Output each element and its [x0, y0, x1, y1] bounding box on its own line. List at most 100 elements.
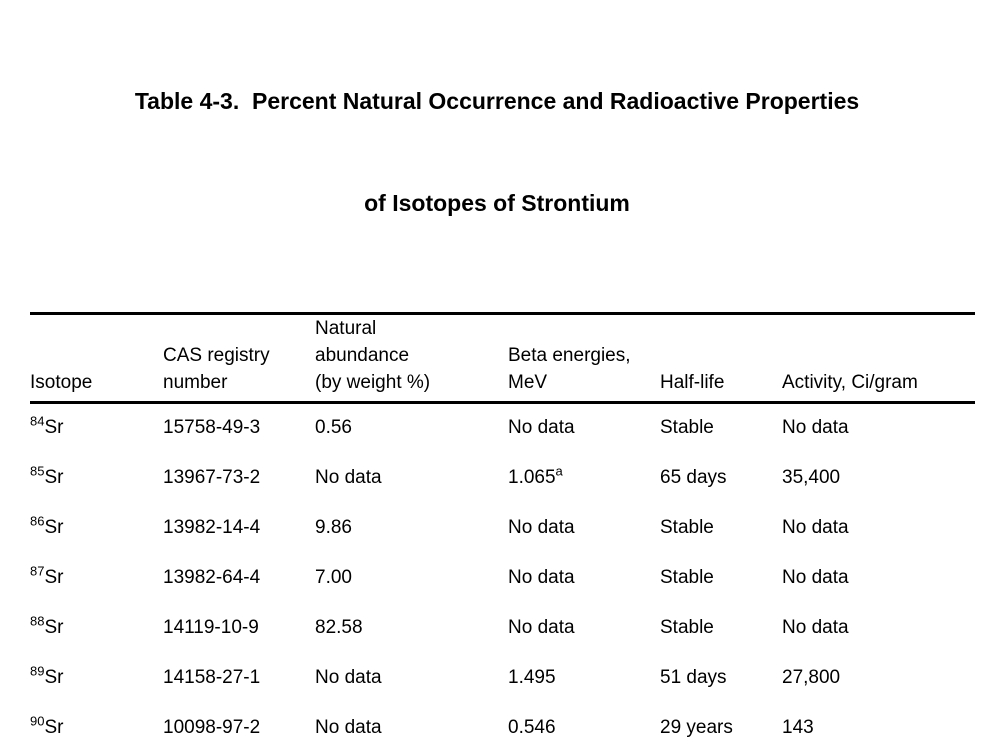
activity-cell: 27,800 — [782, 653, 975, 703]
activity-cell: No data — [782, 403, 975, 453]
isotope-symbol: Sr — [44, 716, 64, 738]
half-life-cell: Stable — [660, 417, 714, 439]
table-title: Table 4-3. Percent Natural Occurrence an… — [0, 0, 994, 288]
activity-value: 27,800 — [782, 666, 841, 688]
isotope-cell: 84Sr — [30, 403, 163, 453]
half-life-cell: Stable — [660, 566, 714, 588]
cas-number-cell: 14119-10-9 — [163, 616, 259, 638]
column-header-natural-abundance: Natural abundance (by weight %) — [315, 314, 508, 403]
beta-energy-value: 0.546 — [508, 716, 556, 738]
beta-energy-value: 1.495 — [508, 666, 556, 688]
isotope-symbol: Sr — [44, 466, 64, 488]
beta-energy-value: 1.065 — [508, 466, 556, 488]
activity-value: No data — [782, 616, 849, 638]
activity-cell: 35,400 — [782, 453, 975, 503]
isotope-cell: 87Sr — [30, 553, 163, 603]
abundance-cell: No data — [315, 716, 382, 738]
beta-energy-cell: No data — [508, 603, 660, 653]
header-line: abundance — [315, 345, 410, 366]
cas-number-cell: 13982-14-4 — [163, 516, 261, 538]
abundance-cell: No data — [315, 466, 382, 488]
isotope-cell: 90Sr — [30, 703, 163, 749]
table-title-line2: of Isotopes of Strontium — [364, 190, 630, 216]
isotope-mass-number: 84 — [30, 413, 45, 429]
cas-number-cell: 13982-64-4 — [163, 566, 261, 588]
activity-value: No data — [782, 516, 849, 538]
table-container: Isotope CAS registry number Natural abun… — [30, 312, 975, 749]
header-line: Half-life — [660, 372, 725, 393]
cas-number-cell: 15758-49-3 — [163, 417, 261, 439]
half-life-cell: 29 years — [660, 716, 733, 738]
header-line: Natural — [315, 318, 377, 339]
isotope-cell: 85Sr — [30, 453, 163, 503]
column-header-activity: Activity, Ci/gram — [782, 314, 975, 403]
abundance-cell: 7.00 — [315, 566, 352, 588]
header-line: MeV — [508, 372, 548, 393]
table-row-sr90: 90Sr 10098-97-2 No data 0.546 29 years 1… — [30, 703, 975, 749]
cas-number-cell: 10098-97-2 — [163, 716, 261, 738]
half-life-cell: 51 days — [660, 666, 727, 688]
isotope-cell: 89Sr — [30, 653, 163, 703]
beta-energy-cell: 0.546 — [508, 703, 660, 749]
half-life-cell: Stable — [660, 516, 714, 538]
activity-value: 35,400 — [782, 466, 841, 488]
table-row-sr86: 86Sr 13982-14-4 9.86 No data Stable No d… — [30, 503, 975, 553]
isotope-symbol: Sr — [44, 616, 64, 638]
activity-value: 143 — [782, 716, 814, 738]
header-line: CAS registry — [163, 345, 270, 366]
beta-energy-cell: No data — [508, 503, 660, 553]
beta-energy-value: No data — [508, 417, 575, 439]
table-header-row: Isotope CAS registry number Natural abun… — [30, 314, 975, 403]
beta-energy-cell: No data — [508, 403, 660, 453]
table-title-line1: Table 4-3. Percent Natural Occurrence an… — [134, 88, 860, 114]
abundance-cell: 0.56 — [315, 417, 352, 439]
header-line: number — [163, 372, 228, 393]
isotope-mass-number: 87 — [30, 563, 45, 579]
table-row-sr87: 87Sr 13982-64-4 7.00 No data Stable No d… — [30, 553, 975, 603]
isotope-cell: 86Sr — [30, 503, 163, 553]
header-line: Isotope — [30, 372, 93, 393]
isotope-properties-table: Isotope CAS registry number Natural abun… — [30, 312, 975, 749]
isotope-mass-number: 85 — [30, 463, 45, 479]
column-header-isotope: Isotope — [30, 314, 163, 403]
activity-cell: No data — [782, 603, 975, 653]
column-header-beta-energies: Beta energies, MeV — [508, 314, 660, 403]
isotope-cell: 88Sr — [30, 603, 163, 653]
beta-energy-value: No data — [508, 616, 575, 638]
header-line: Activity, Ci/gram — [782, 372, 918, 393]
column-header-cas-registry-number: CAS registry number — [163, 314, 315, 403]
table-row-sr88: 88Sr 14119-10-9 82.58 No data Stable No … — [30, 603, 975, 653]
isotope-symbol: Sr — [44, 566, 64, 588]
isotope-mass-number: 86 — [30, 513, 45, 529]
activity-cell: No data — [782, 553, 975, 603]
beta-energy-cell: No data — [508, 553, 660, 603]
header-line: Beta energies, — [508, 345, 631, 366]
table-row-sr84: 84Sr 15758-49-3 0.56 No data Stable No d… — [30, 403, 975, 453]
isotope-symbol: Sr — [44, 666, 64, 688]
beta-footnote-marker: a — [555, 463, 563, 479]
column-header-half-life: Half-life — [660, 314, 782, 403]
isotope-mass-number: 90 — [30, 713, 45, 729]
half-life-cell: Stable — [660, 616, 714, 638]
activity-cell: No data — [782, 503, 975, 553]
abundance-cell: 9.86 — [315, 516, 352, 538]
beta-energy-value: No data — [508, 566, 575, 588]
isotope-mass-number: 88 — [30, 613, 45, 629]
isotope-symbol: Sr — [44, 516, 64, 538]
beta-energy-cell: 1.495 — [508, 653, 660, 703]
activity-value: No data — [782, 417, 849, 439]
abundance-cell: No data — [315, 666, 382, 688]
cas-number-cell: 13967-73-2 — [163, 466, 261, 488]
abundance-cell: 82.58 — [315, 616, 363, 638]
cas-number-cell: 14158-27-1 — [163, 666, 261, 688]
table-row-sr89: 89Sr 14158-27-1 No data 1.495 51 days 27… — [30, 653, 975, 703]
beta-energy-cell: 1.065a — [508, 453, 660, 503]
header-line: (by weight %) — [315, 372, 431, 393]
table-row-sr85: 85Sr 13967-73-2 No data 1.065a 65 days 3… — [30, 453, 975, 503]
half-life-cell: 65 days — [660, 466, 727, 488]
activity-value: No data — [782, 566, 849, 588]
isotope-mass-number: 89 — [30, 663, 45, 679]
beta-energy-value: No data — [508, 516, 575, 538]
activity-cell: 143 — [782, 703, 975, 749]
